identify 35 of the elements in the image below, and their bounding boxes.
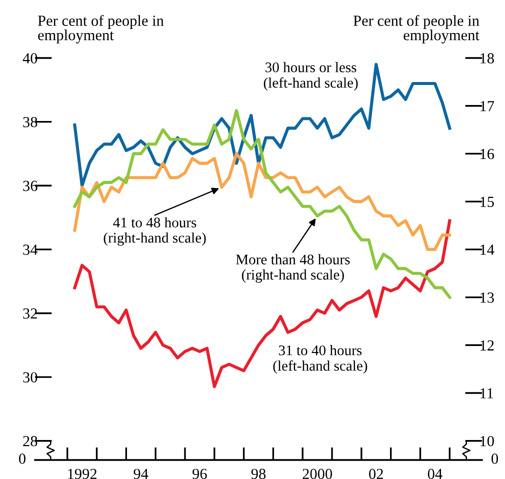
series-label: 41 to 48 hours (right-hand scale) xyxy=(104,217,206,246)
series-label: 30 hours or less (left-hand scale) xyxy=(264,62,358,91)
x-tick-label: 94 xyxy=(134,468,148,479)
y2-tick-label: 15 xyxy=(480,196,494,208)
x-tick-label: 02 xyxy=(369,468,383,479)
y-tick-label: 34 xyxy=(23,244,38,255)
x-tick-label: 04 xyxy=(428,468,442,479)
y-axis-title: Per cent of people in employment xyxy=(38,15,164,44)
y2-tick-label: 12 xyxy=(480,340,494,350)
y-tick-label: 40 xyxy=(22,53,38,64)
y2-tick-label: 14 xyxy=(480,244,494,255)
y-tick-label: 38 xyxy=(23,116,38,128)
y-tick-label: 32 xyxy=(23,308,37,319)
y2-tick-label: 17 xyxy=(480,101,494,112)
line-series xyxy=(73,219,452,388)
y-tick-label: 30 xyxy=(23,372,38,382)
x-tick-label: 2000 xyxy=(302,468,332,479)
y-tick-label: 28 xyxy=(23,436,38,446)
y2-tick-label: 13 xyxy=(480,292,494,303)
x-tick-label: 98 xyxy=(251,468,266,479)
series-label: 31 to 40 hours (left-hand scale) xyxy=(273,345,368,374)
y-tick-label: 36 xyxy=(23,180,38,192)
x-tick-label: 96 xyxy=(192,468,207,479)
y2-tick-label: 16 xyxy=(480,148,494,160)
line-series xyxy=(73,109,452,299)
line-series xyxy=(73,152,452,251)
x-tick-label: 1992 xyxy=(68,468,96,479)
y2-axis-title: Per cent of people in employment xyxy=(353,15,480,44)
text: 0 xyxy=(19,454,26,464)
line-series xyxy=(73,62,452,188)
y2-tick-label: 18 xyxy=(480,53,494,64)
y2-tick-label: 11 xyxy=(480,388,494,398)
text: 0 xyxy=(492,454,498,464)
y2-tick-label: 10 xyxy=(480,436,494,446)
series-label: More than 48 hours (right-hand scale) xyxy=(236,254,350,283)
